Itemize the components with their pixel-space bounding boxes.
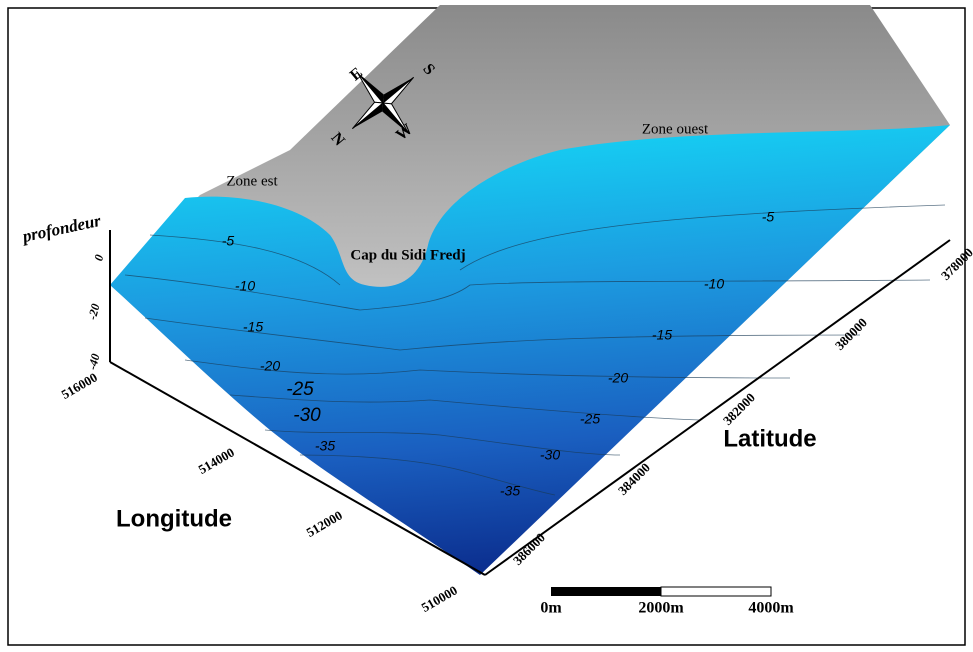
- contour-label: -35: [500, 483, 520, 499]
- contour-label: -5: [762, 209, 775, 225]
- scale-bar: [551, 587, 771, 596]
- latitude-tick-label: 378000: [938, 245, 973, 283]
- longitude-tick-label: 510000: [419, 582, 460, 614]
- contour-label: -25: [286, 379, 314, 400]
- latitude-label: Latitude: [723, 425, 816, 452]
- place-label: Cap du Sidi Fredj: [350, 247, 465, 263]
- depth-tick-label: 0: [91, 253, 106, 262]
- latitude-tick-label: 384000: [615, 460, 653, 498]
- contour-label: -15: [243, 319, 263, 335]
- contour-label: -30: [540, 447, 560, 463]
- depth-axis-label: profondeur: [19, 211, 103, 247]
- longitude-tick-label: 512000: [304, 507, 345, 539]
- scale-label: 4000m: [748, 600, 794, 617]
- longitude-tick-label: 514000: [196, 444, 237, 476]
- contour-label: -20: [260, 358, 280, 374]
- latitude-tick-label: 382000: [720, 390, 758, 428]
- contour-label: -30: [293, 405, 321, 426]
- longitude-tick-label: 516000: [59, 369, 100, 401]
- contour-label: -5: [222, 233, 235, 249]
- scale-label: 0m: [540, 600, 562, 617]
- scale-label: 2000m: [638, 600, 684, 617]
- contour-label: -25: [580, 411, 600, 427]
- contour-label: -15: [652, 327, 672, 343]
- contour-label: -20: [608, 370, 628, 386]
- place-label: Zone ouest: [642, 121, 709, 137]
- longitude-label: Longitude: [116, 505, 232, 532]
- place-label: Zone est: [226, 173, 278, 189]
- depth-tick-label: -40: [85, 352, 103, 371]
- contour-label: -10: [704, 276, 724, 292]
- contour-label: -10: [235, 278, 255, 294]
- contour-label: -35: [315, 438, 335, 454]
- depth-tick-label: -20: [85, 302, 103, 321]
- map: profondeur 0 -20 -40 Longitude 516000 514000 51…: [0, 0, 973, 652]
